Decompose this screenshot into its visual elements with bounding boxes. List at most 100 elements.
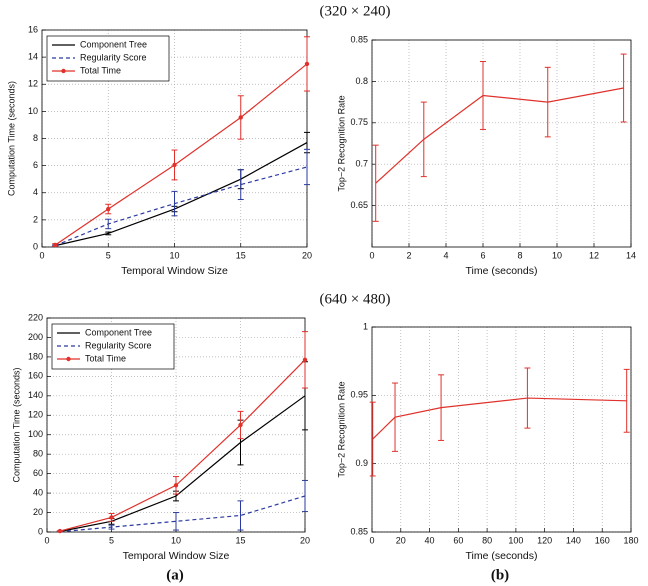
x-tick-label: 100 (508, 535, 523, 545)
x-axis-label: Temporal Window Size (121, 265, 228, 277)
x-tick-label: 5 (106, 250, 111, 260)
x-tick-label: 140 (566, 535, 581, 545)
error-bar (302, 479, 308, 513)
y-tick-label: 0.95 (350, 390, 368, 400)
y-tick-label: 40 (33, 487, 43, 497)
x-axis-label: Time (seconds) (466, 265, 538, 277)
x-tick-label: 60 (453, 535, 463, 545)
y-tick-label: 60 (33, 468, 43, 478)
x-tick-label: 10 (169, 250, 179, 260)
x-tick-label: 4 (443, 250, 448, 260)
y-tick-label: 0 (33, 241, 38, 251)
panel-label: (a) (166, 567, 184, 583)
y-tick-label: 220 (28, 312, 43, 322)
y-tick-label: 0.7 (355, 159, 368, 169)
point (238, 422, 243, 428)
point (238, 115, 243, 120)
error-bar (304, 148, 310, 186)
x-tick-label: 10 (552, 250, 562, 260)
x-axis-label: Temporal Window Size (123, 550, 230, 562)
x-tick-label: 40 (425, 535, 435, 545)
point (172, 162, 177, 168)
x-tick-label: 0 (369, 535, 374, 545)
panel-label: (b) (491, 567, 509, 583)
legend-label: Regularity Score (85, 340, 152, 350)
legend-label: Component Tree (80, 39, 147, 49)
y-tick-label: 0.85 (350, 526, 368, 536)
legend-marker (61, 68, 66, 74)
y-tick-label: 0.85 (350, 34, 368, 44)
y-tick-label: 200 (28, 332, 43, 342)
x-tick-label: 14 (626, 250, 636, 260)
error-bar (173, 512, 179, 531)
x-tick-label: 15 (236, 250, 246, 260)
y-tick-label: 20 (33, 507, 43, 517)
y-tick-label: 0.75 (350, 117, 368, 127)
error-bar (372, 144, 379, 222)
x-tick-label: 0 (44, 535, 49, 545)
legend-label: Regularity Score (80, 52, 147, 62)
x-tick-label: 20 (300, 535, 310, 545)
caption: (640 × 480) (320, 291, 391, 307)
legend-label: Component Tree (85, 327, 152, 337)
y-tick-label: 2 (33, 214, 38, 224)
y-tick-label: 0.8 (355, 76, 368, 86)
error-bar (105, 218, 112, 230)
point (304, 61, 310, 67)
error-bar (108, 524, 115, 530)
y-tick-label: 10 (28, 106, 38, 116)
point (106, 206, 111, 212)
point (302, 357, 308, 363)
plot-frame (371, 39, 632, 248)
legend-marker (66, 356, 71, 362)
plot-area (372, 327, 631, 532)
y-axis-label: Computation Time (seconds) (6, 81, 16, 196)
plot-frame (371, 326, 632, 533)
y-tick-label: 0 (38, 526, 43, 536)
error-bar (392, 382, 399, 452)
y-axis-label: Computation Time (seconds) (11, 367, 21, 482)
point (109, 515, 114, 520)
error-bar (524, 367, 531, 429)
legend-label: Total Time (85, 353, 126, 363)
plot-area (372, 40, 631, 247)
point (53, 242, 58, 248)
y-tick-label: 180 (28, 351, 43, 361)
x-tick-label: 20 (396, 535, 406, 545)
x-tick-label: 2 (406, 250, 411, 260)
y-tick-label: 80 (33, 449, 43, 459)
legend-label: Total Time (80, 65, 121, 75)
point (57, 528, 63, 534)
x-tick-label: 80 (482, 535, 492, 545)
y-tick-label: 14 (28, 52, 38, 62)
x-tick-label: 120 (537, 535, 552, 545)
y-tick-label: 0.65 (350, 200, 368, 210)
y-tick-label: 160 (28, 371, 43, 381)
x-tick-label: 8 (517, 250, 522, 260)
series-line (59, 495, 306, 533)
error-bar (237, 169, 244, 201)
x-tick-label: 180 (623, 535, 638, 545)
x-tick-label: 20 (302, 250, 312, 260)
error-bar (369, 401, 376, 477)
y-tick-label: 8 (33, 133, 38, 143)
y-tick-label: 0.9 (355, 458, 368, 468)
x-tick-label: 6 (480, 250, 485, 260)
error-bar (623, 368, 630, 433)
error-bar (620, 53, 627, 123)
error-bar (237, 500, 244, 531)
y-axis-label: Top−2 Recognition Rate (336, 381, 346, 477)
y-axis-label: Top−2 Recognition Rate (336, 95, 346, 191)
x-tick-label: 15 (235, 535, 245, 545)
y-tick-label: 100 (28, 429, 43, 439)
caption: (320 × 240) (320, 3, 391, 19)
x-tick-label: 5 (109, 535, 114, 545)
y-tick-label: 6 (33, 160, 38, 170)
y-tick-label: 120 (28, 410, 43, 420)
x-axis-label: Time (seconds) (466, 550, 538, 562)
error-bar (105, 231, 112, 236)
error-bar (544, 66, 551, 138)
y-tick-label: 12 (28, 79, 38, 89)
y-tick-label: 4 (33, 187, 38, 197)
